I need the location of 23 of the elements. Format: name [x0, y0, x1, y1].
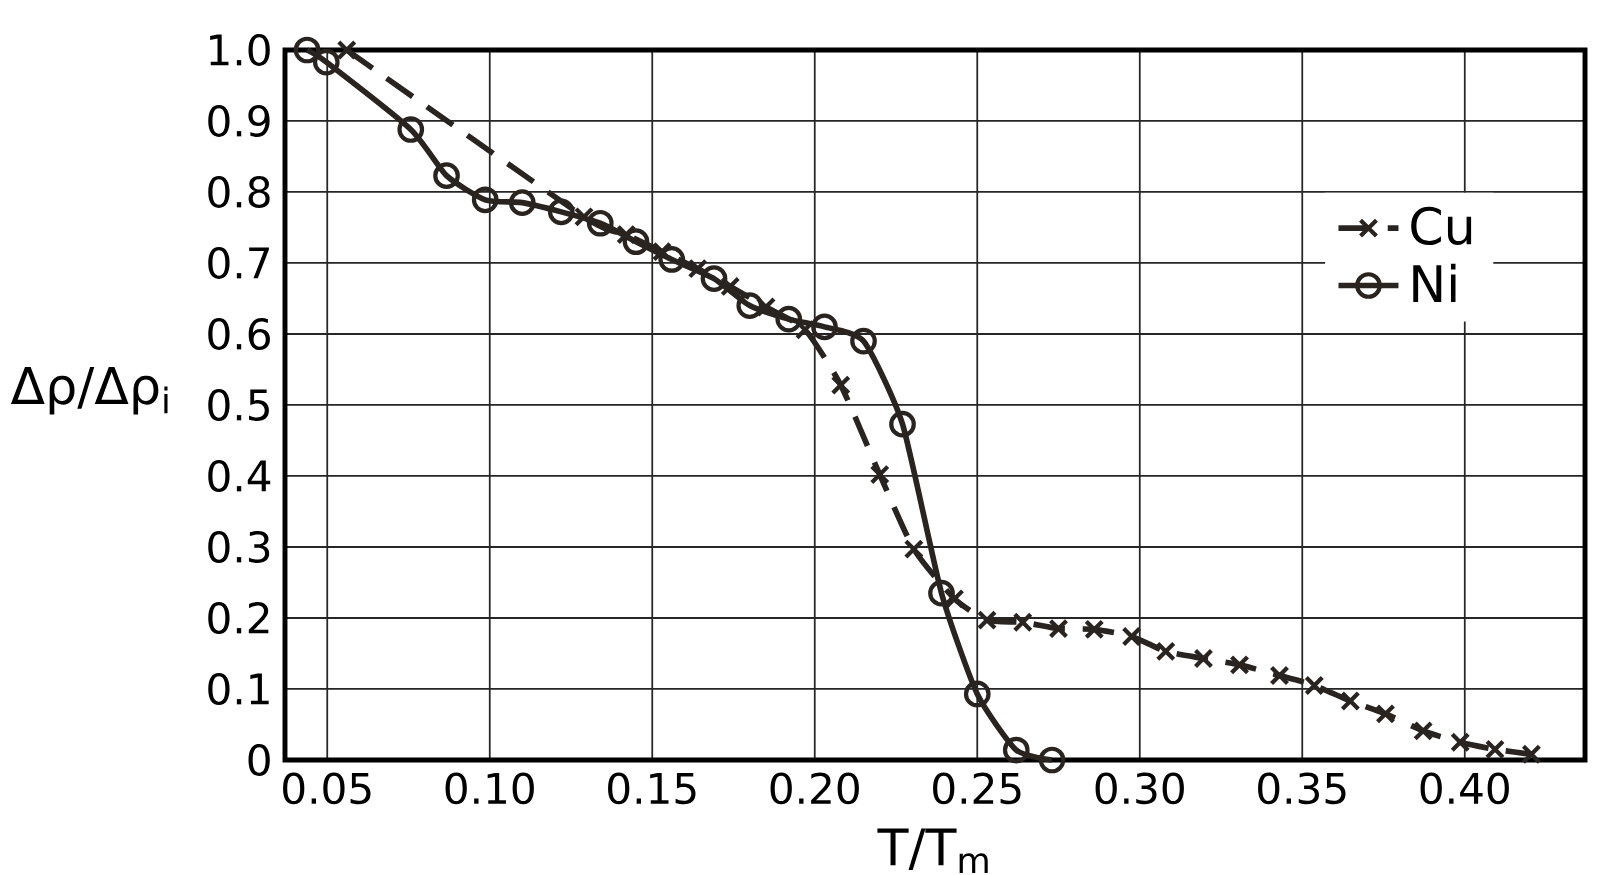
y-tick-label: 0.4 — [208, 460, 271, 492]
x-tick-label: 0.35 — [1258, 772, 1346, 805]
y-tick-label: 0.1 — [208, 673, 269, 705]
y-axis-title: Δρ/Δρ$_{i}$ — [10, 367, 168, 415]
x-tick-label: 0.15 — [608, 772, 696, 805]
y-tick-label: 0.8 — [208, 176, 270, 208]
y-tick-label: 0.6 — [208, 318, 270, 350]
y-tick-label: 0.2 — [208, 602, 269, 634]
x-axis-title: T/T$_{m}$ — [877, 828, 988, 873]
y-tick-label: 0.5 — [208, 389, 269, 421]
x-tick-label: 0.20 — [770, 772, 859, 805]
x-tick-label: 0.30 — [1095, 772, 1184, 805]
y-tick-label: 0.9 — [208, 105, 270, 137]
x-tick-label: 0.05 — [283, 772, 371, 805]
legend-label: Ni — [1413, 263, 1456, 303]
legend-label: Cu — [1411, 206, 1472, 246]
y-tick-label: 1.0 — [210, 34, 270, 66]
x-tick-label: 0.10 — [445, 772, 534, 805]
y-tick-label: 0.3 — [208, 531, 270, 563]
x-tick-label: 0.25 — [933, 772, 1021, 805]
x-tick-label: 0.40 — [1420, 772, 1509, 805]
y-tick-label: 0 — [248, 744, 270, 776]
y-tick-label: 0.7 — [208, 247, 269, 279]
